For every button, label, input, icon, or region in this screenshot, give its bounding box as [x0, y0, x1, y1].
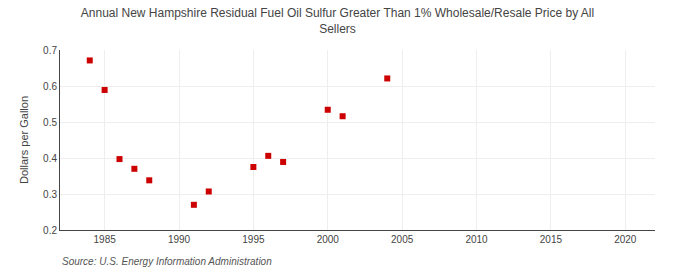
svg-text:2015: 2015: [540, 234, 563, 245]
svg-text:2005: 2005: [391, 234, 414, 245]
svg-text:0.4: 0.4: [43, 153, 57, 164]
svg-text:1995: 1995: [242, 234, 265, 245]
svg-text:0.3: 0.3: [43, 189, 57, 200]
svg-text:1985: 1985: [94, 234, 117, 245]
svg-text:Source: U.S. Energy Informatio: Source: U.S. Energy Information Administ…: [62, 256, 272, 267]
svg-text:2010: 2010: [465, 234, 488, 245]
svg-text:0.7: 0.7: [43, 45, 57, 56]
svg-text:0.5: 0.5: [43, 117, 57, 128]
svg-text:Dollars per Gallon: Dollars per Gallon: [18, 96, 30, 184]
svg-text:0.6: 0.6: [43, 81, 57, 92]
svg-text:Annual New Hampshire Residual: Annual New Hampshire Residual Fuel Oil S…: [81, 6, 594, 36]
svg-text:0.2: 0.2: [43, 225, 57, 236]
svg-text:2000: 2000: [317, 234, 340, 245]
svg-text:2020: 2020: [614, 234, 637, 245]
svg-text:1990: 1990: [168, 234, 191, 245]
